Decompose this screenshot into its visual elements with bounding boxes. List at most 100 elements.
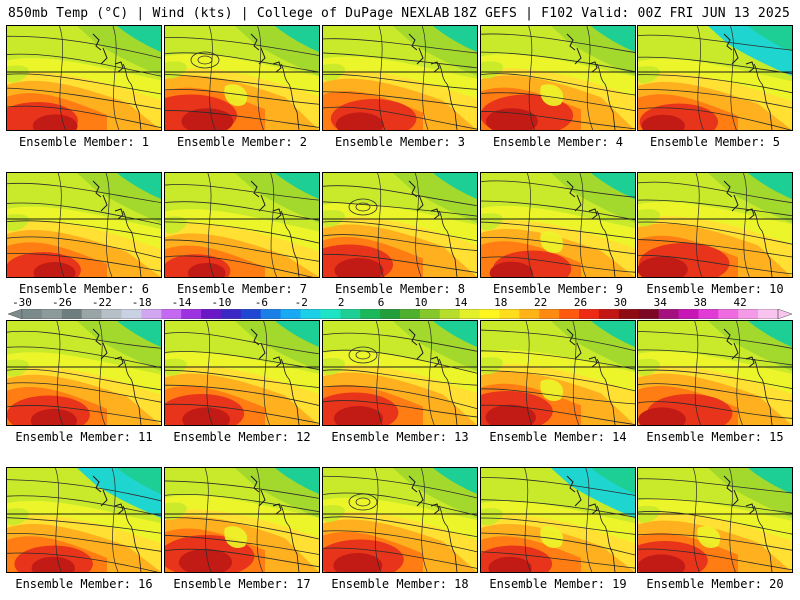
- ensemble-member-map: [6, 172, 162, 278]
- ensemble-member-map: [164, 172, 320, 278]
- wind-contour: [481, 551, 635, 569]
- colorbar-segment: [638, 309, 660, 319]
- wind-contour: [7, 368, 161, 391]
- ensemble-member-map: [6, 25, 162, 131]
- wind-contour: [165, 52, 319, 73]
- wind-contour: [165, 517, 319, 540]
- wind-contour: [323, 91, 477, 108]
- colorbar-segment: [400, 309, 421, 319]
- ensemble-member-label: Ensemble Member: 11: [15, 430, 153, 444]
- ensemble-member-label: Ensemble Member: 15: [646, 430, 784, 444]
- wind-contour: [323, 369, 477, 386]
- wind-contour: [165, 548, 319, 568]
- wind-contour: [638, 349, 792, 366]
- colorbar-segment: [22, 309, 43, 319]
- wind-contour: [638, 254, 792, 275]
- wind-contour: [165, 110, 319, 128]
- ensemble-member-map: [637, 25, 793, 131]
- wind-contour: [323, 530, 477, 553]
- wind-contour: [165, 351, 319, 370]
- ensemble-member-map: [164, 467, 320, 573]
- temperature-field: [7, 173, 161, 277]
- wind-contour: [7, 202, 161, 225]
- wind-contour: [323, 349, 477, 374]
- colorbar-segment: [439, 309, 461, 319]
- colorbar-segment: [260, 309, 282, 319]
- colorbar-tick-label: 10: [414, 296, 428, 309]
- ensemble-member-label: Ensemble Member: 18: [331, 577, 469, 591]
- colorbar-segment: [360, 309, 381, 319]
- colorbar-segment: [81, 309, 102, 319]
- wind-contour: [323, 492, 477, 516]
- wind-contour: [7, 87, 161, 110]
- wind-contour: [638, 199, 792, 217]
- wind-contour: [165, 201, 319, 221]
- wind-contour: [165, 255, 313, 277]
- wind-contour: [638, 74, 792, 94]
- ensemble-member-label: Ensemble Member: 10: [646, 282, 784, 296]
- wind-contour: [481, 350, 635, 370]
- temperature-field: [481, 26, 635, 130]
- ensemble-member-label: Ensemble Member: 9: [492, 282, 624, 296]
- ensemble-member-label: Ensemble Member: 20: [646, 577, 784, 591]
- map-title: 850mb Temp (°C) | Wind (kts) | College o…: [8, 6, 450, 21]
- wind-contour: [638, 533, 792, 551]
- colorbar-segment: [718, 309, 739, 319]
- great-lakes-outline: [92, 180, 124, 220]
- wind-contour: [481, 73, 635, 96]
- wind-contour: [323, 234, 477, 251]
- ensemble-member-label: Ensemble Member: 3: [334, 135, 466, 149]
- colorbar-segment: [758, 309, 779, 319]
- wind-contour: [638, 498, 792, 514]
- colorbar-tick-label: -10: [211, 296, 232, 309]
- temperature-field: [165, 26, 319, 130]
- wind-contour: [7, 532, 161, 552]
- wind-contour: [481, 92, 635, 112]
- wind-contour: [481, 180, 635, 198]
- great-lakes-outline: [723, 475, 755, 515]
- temperature-field: [638, 173, 792, 277]
- great-lakes-outline: [250, 33, 282, 73]
- colorbar-tick-label: -18: [131, 296, 152, 309]
- wind-contour: [481, 221, 635, 239]
- great-lakes-outline: [566, 475, 598, 515]
- great-lakes-outline: [566, 328, 598, 368]
- colorbar-max-arrow: [777, 309, 792, 319]
- colorbar-tick-label: -6: [254, 296, 268, 309]
- temperature-colorbar: [8, 309, 792, 319]
- ensemble-member-map: [480, 320, 636, 426]
- wind-contour: [7, 382, 161, 403]
- wind-contour: [7, 346, 161, 368]
- colorbar-tick-label: -2: [294, 296, 308, 309]
- wind-contour: [165, 89, 319, 105]
- colorbar-segment: [240, 309, 262, 319]
- ensemble-member-map: [6, 320, 162, 426]
- colorbar-segment: [678, 309, 699, 319]
- wind-contour: [165, 369, 319, 388]
- ensemble-member-label: Ensemble Member: 14: [489, 430, 627, 444]
- wind-contour: [481, 33, 635, 53]
- wind-contour: [7, 479, 161, 502]
- ensemble-member-label: Ensemble Member: 7: [176, 282, 308, 296]
- wind-contour: [165, 534, 319, 555]
- colorbar-segment: [419, 309, 441, 319]
- wind-contour: [638, 478, 792, 494]
- ensemble-member-map: [637, 320, 793, 426]
- wind-contour: [165, 384, 319, 406]
- colorbar-segment: [698, 309, 719, 319]
- wind-contour: [165, 221, 319, 244]
- colorbar-tick-label: 2: [337, 296, 345, 309]
- temperature-field: [7, 321, 161, 425]
- great-lakes-outline: [723, 180, 755, 220]
- colorbar-min-arrow: [8, 309, 23, 319]
- great-lakes-outline: [408, 180, 440, 220]
- colorbar-tick-label: 14: [454, 296, 468, 309]
- wind-contour: [638, 221, 792, 245]
- colorbar-tick-label: -30: [12, 296, 32, 309]
- wind-contour: [7, 552, 159, 572]
- ensemble-member-map: [164, 320, 320, 426]
- ensemble-member-label: Ensemble Member: 13: [331, 430, 469, 444]
- wind-contour: [7, 330, 161, 349]
- wind-contour: [7, 35, 161, 59]
- wind-contour: [323, 221, 477, 242]
